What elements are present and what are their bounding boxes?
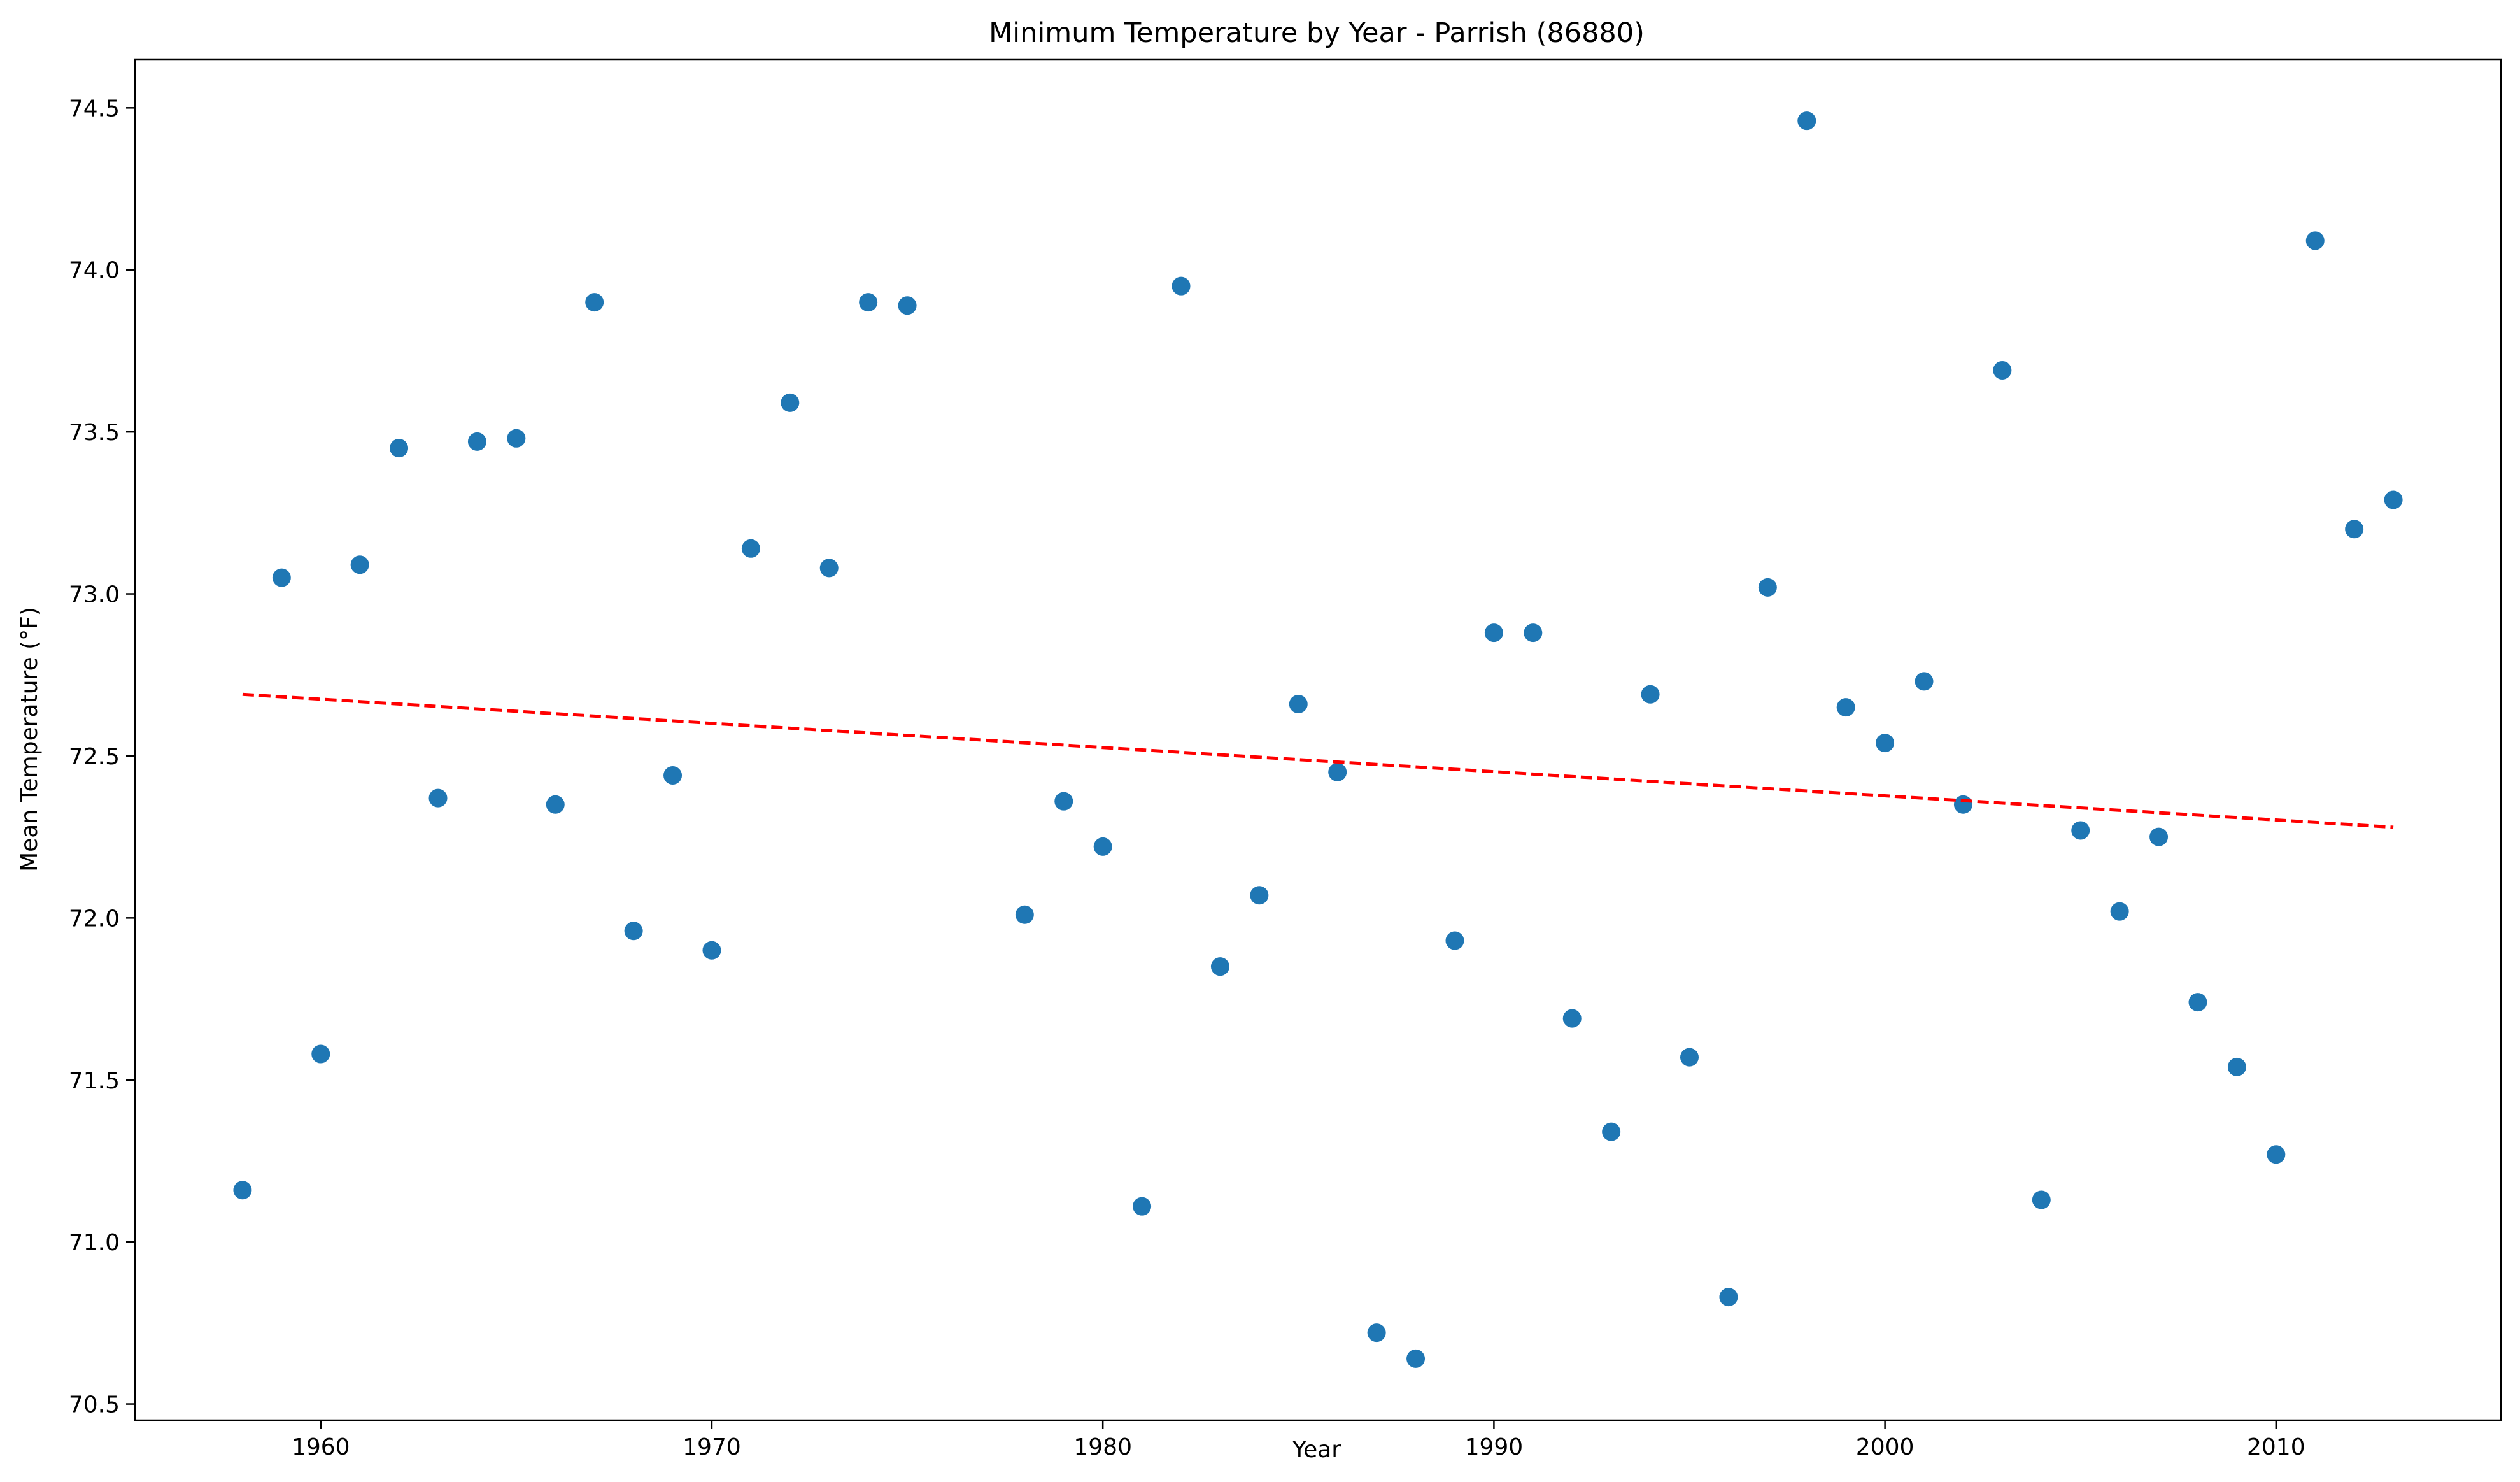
data-point bbox=[2071, 821, 2090, 840]
y-axis-ticks: 70.5 71.0 71.5 72.0 72.5 73.0 73.5 74.0 74.5 bbox=[69, 96, 135, 1418]
data-point bbox=[1876, 734, 1895, 753]
y-tick-label: 74.0 bbox=[69, 258, 120, 284]
data-point bbox=[898, 296, 917, 315]
x-tick-label: 1970 bbox=[683, 1434, 741, 1460]
data-point bbox=[546, 795, 565, 814]
data-point bbox=[702, 941, 721, 960]
data-point bbox=[2384, 490, 2403, 509]
data-point bbox=[350, 555, 369, 574]
data-point bbox=[507, 429, 526, 448]
data-point bbox=[2305, 231, 2325, 250]
x-tick-label: 2000 bbox=[1856, 1434, 1915, 1460]
data-point bbox=[741, 539, 760, 558]
data-point bbox=[1054, 792, 1073, 811]
y-tick-label: 72.5 bbox=[69, 744, 120, 770]
data-point bbox=[1641, 685, 1660, 704]
data-point bbox=[1210, 957, 1229, 976]
y-tick-label: 71.0 bbox=[69, 1230, 120, 1256]
data-point bbox=[585, 293, 604, 312]
data-point bbox=[2345, 520, 2364, 539]
data-point bbox=[1093, 837, 1112, 856]
data-point bbox=[1915, 672, 1934, 691]
data-point bbox=[1172, 276, 1191, 296]
data-point bbox=[859, 293, 878, 312]
data-point bbox=[663, 766, 683, 785]
chart-title: Minimum Temperature by Year - Parrish (8… bbox=[989, 17, 1645, 49]
data-point bbox=[428, 788, 448, 808]
data-point bbox=[1993, 360, 2012, 380]
data-point bbox=[1289, 695, 1308, 714]
data-point bbox=[272, 568, 291, 587]
y-tick-label: 73.5 bbox=[69, 420, 120, 446]
data-point bbox=[1406, 1349, 1426, 1368]
data-point bbox=[2110, 902, 2129, 921]
data-point bbox=[1602, 1122, 1621, 1141]
trend-layer bbox=[242, 692, 2394, 829]
plot-frame bbox=[134, 58, 2502, 1421]
data-point bbox=[1836, 698, 1855, 717]
data-point bbox=[1953, 795, 1972, 814]
data-point bbox=[1328, 762, 1347, 781]
x-tick-label: 2010 bbox=[2247, 1434, 2305, 1460]
data-point bbox=[2267, 1145, 2286, 1164]
data-point bbox=[233, 1181, 252, 1200]
data-point bbox=[1015, 905, 1034, 924]
data-point bbox=[819, 559, 839, 578]
y-tick-label: 74.5 bbox=[69, 96, 120, 122]
data-point bbox=[1524, 623, 1543, 643]
data-point bbox=[1758, 578, 1777, 597]
y-tick-label: 71.5 bbox=[69, 1068, 120, 1094]
y-tick-label: 73.0 bbox=[69, 582, 120, 608]
x-tick-label: 1980 bbox=[1073, 1434, 1132, 1460]
data-point bbox=[390, 439, 409, 458]
trend-line bbox=[242, 692, 2394, 829]
x-tick-label: 1960 bbox=[292, 1434, 350, 1460]
data-point bbox=[1250, 886, 1269, 905]
data-point bbox=[2032, 1190, 2051, 1209]
data-point bbox=[1562, 1009, 1582, 1028]
data-points bbox=[233, 111, 2403, 1368]
data-point bbox=[781, 393, 800, 412]
data-point bbox=[1133, 1197, 1152, 1216]
data-point bbox=[1797, 111, 1816, 131]
data-point bbox=[1719, 1288, 1738, 1307]
data-point bbox=[624, 922, 643, 941]
data-point bbox=[1445, 931, 1464, 950]
x-axis-label: Year bbox=[1292, 1437, 1341, 1463]
x-axis-ticks: 1960 1970 1980 1990 2000 2010 bbox=[292, 1420, 2305, 1460]
x-tick-label: 1990 bbox=[1465, 1434, 1524, 1460]
data-point bbox=[1484, 623, 1503, 643]
data-point bbox=[2149, 827, 2169, 846]
y-tick-label: 70.5 bbox=[69, 1392, 120, 1418]
data-point bbox=[467, 432, 486, 451]
data-point bbox=[1367, 1323, 1386, 1343]
data-point bbox=[1680, 1048, 1699, 1067]
plot-area bbox=[233, 111, 2403, 1368]
data-point bbox=[311, 1044, 330, 1064]
y-tick-label: 72.0 bbox=[69, 906, 120, 932]
data-point bbox=[2227, 1057, 2246, 1076]
y-axis-label: Mean Temperature (°F) bbox=[17, 607, 43, 872]
data-point bbox=[2188, 993, 2207, 1012]
